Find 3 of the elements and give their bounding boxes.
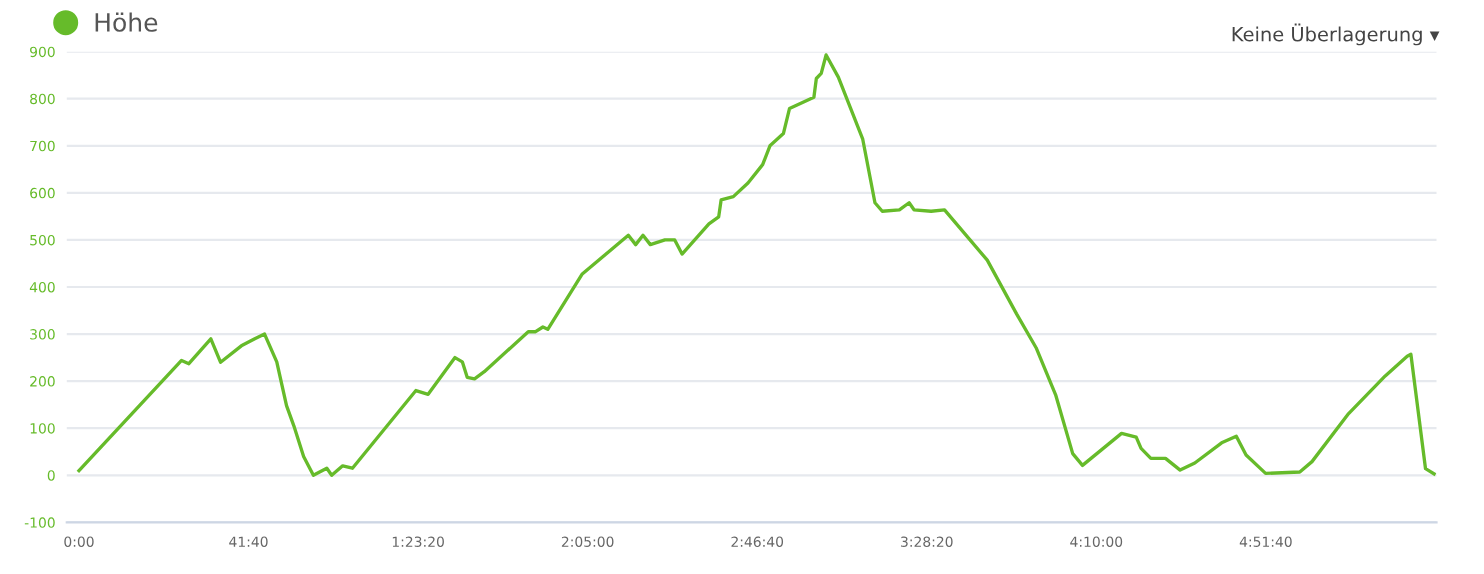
text: Keine Überlagerung ▾ [1232, 23, 1440, 46]
line-series [77, 53, 1436, 477]
legend-label: Höhe [95, 12, 158, 32]
